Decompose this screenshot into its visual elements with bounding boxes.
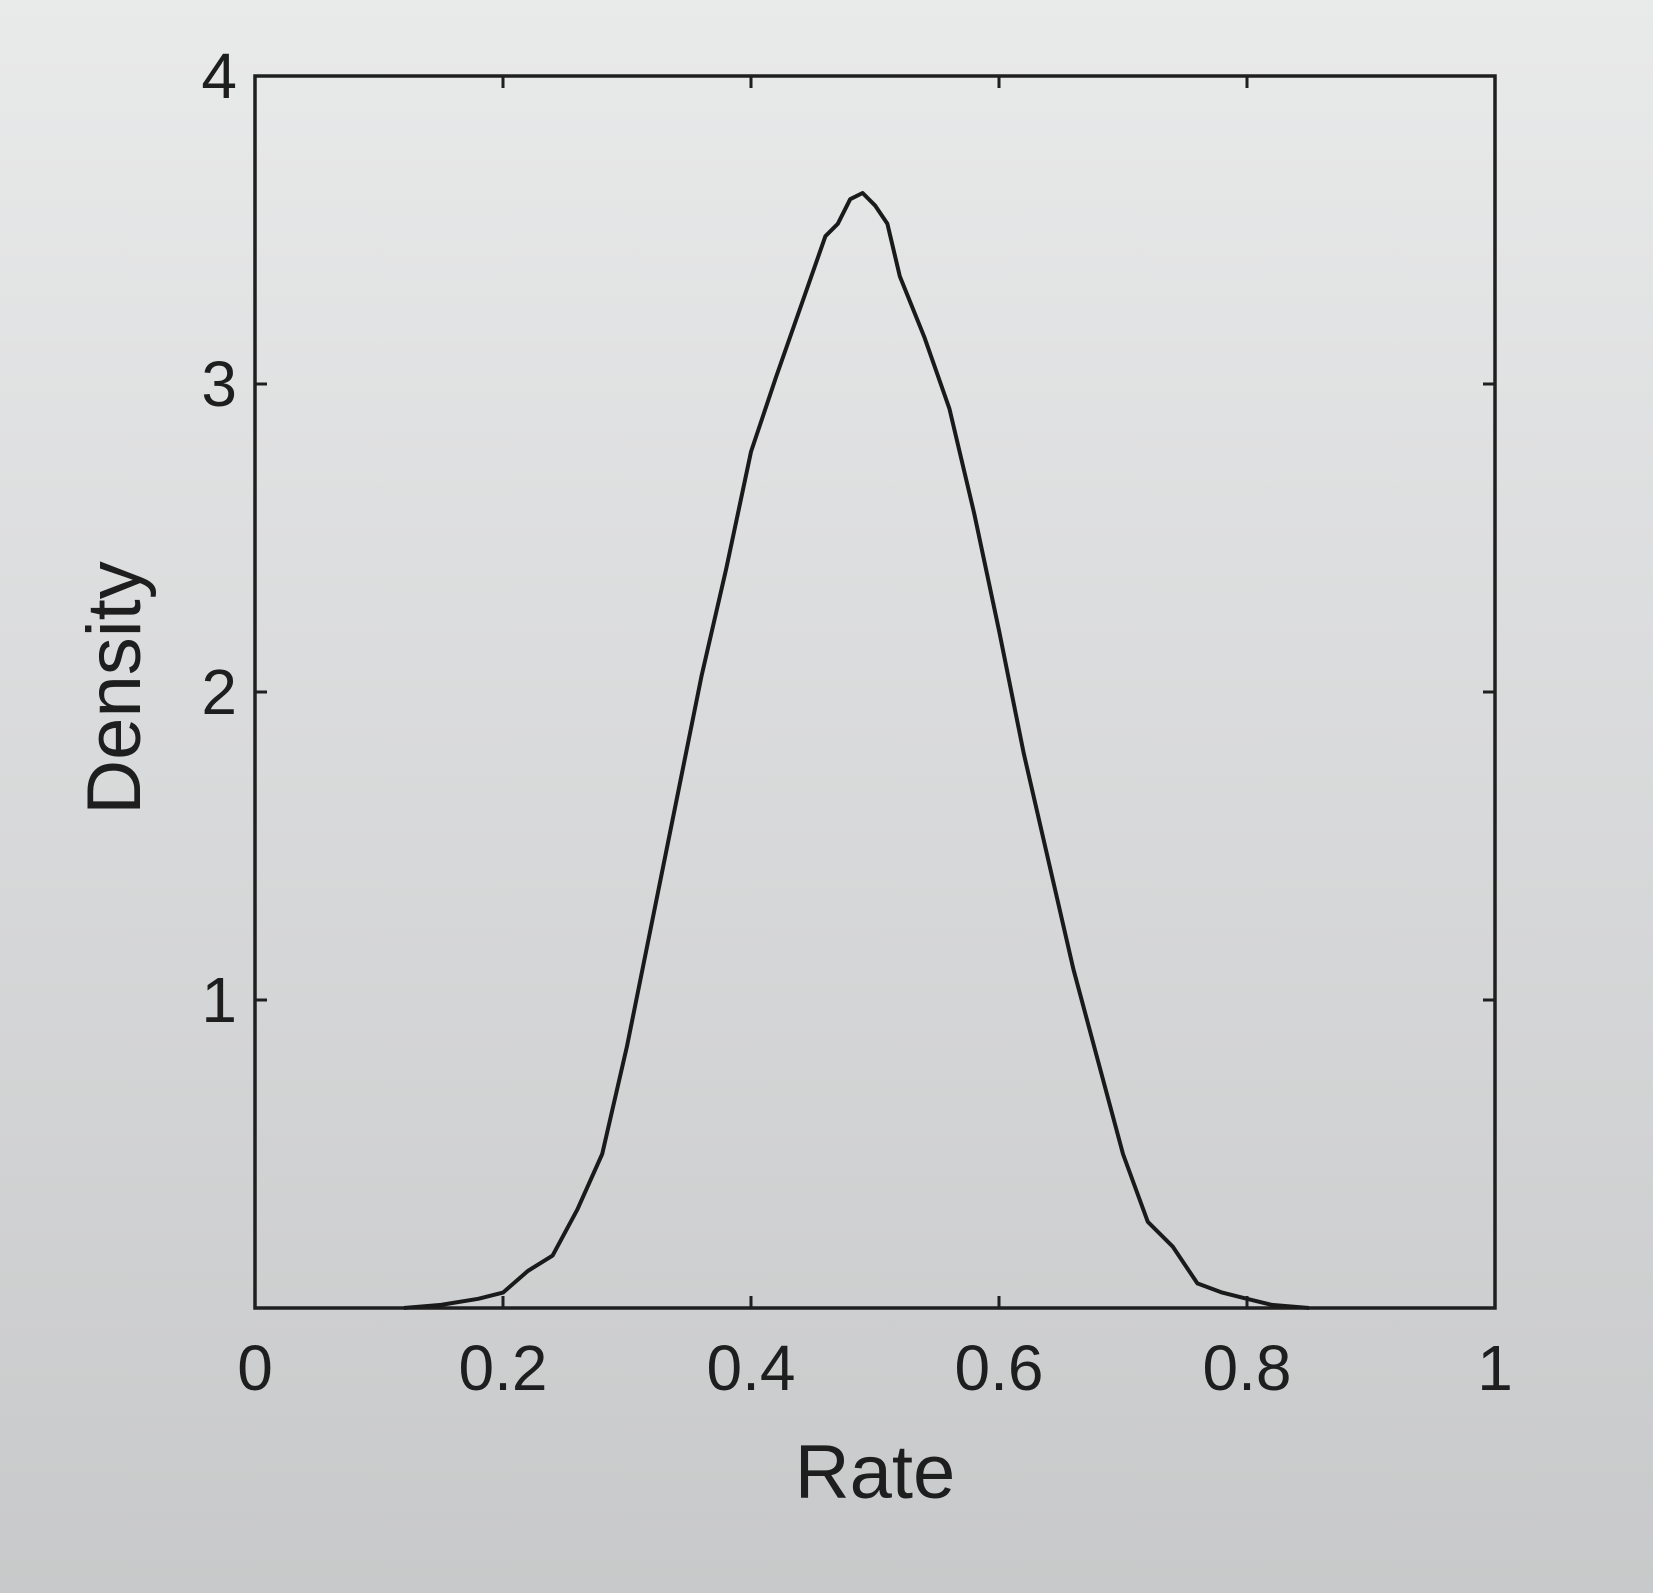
y-tick-labels: 1 2 3 4 [201,40,237,1036]
x-axis-label: Rate [795,1430,956,1515]
x-tick-label: 0.6 [955,1332,1044,1404]
x-tick-labels: 0 0.2 0.4 0.6 0.8 1 [237,1332,1513,1404]
x-tick-label: 0 [237,1332,273,1404]
x-tick-label: 0.2 [459,1332,548,1404]
y-axis-label: Density [72,561,157,814]
x-tick-label: 1 [1477,1332,1513,1404]
y-tick-label: 3 [201,348,237,420]
x-tick-label: 0.4 [707,1332,796,1404]
x-tick-label: 0.8 [1203,1332,1292,1404]
y-tick-label: 4 [201,40,237,112]
plot-frame [253,74,1497,1310]
y-tick-label: 1 [201,964,237,1036]
axis-ticks [253,74,1497,1308]
y-tick-label: 2 [201,656,237,728]
density-curve [403,191,1310,1310]
